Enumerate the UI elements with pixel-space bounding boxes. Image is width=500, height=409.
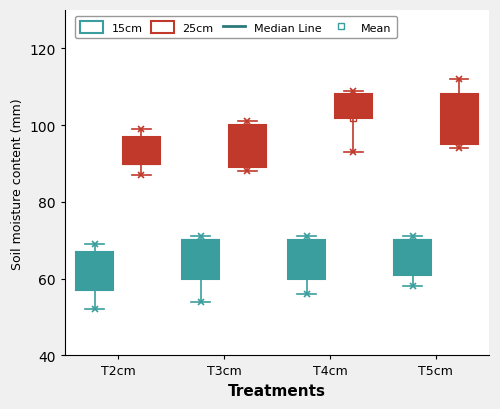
PathPatch shape — [182, 240, 219, 279]
PathPatch shape — [76, 252, 114, 290]
Y-axis label: Soil moisture content (mm): Soil moisture content (mm) — [11, 98, 24, 269]
PathPatch shape — [123, 137, 160, 164]
PathPatch shape — [394, 240, 431, 275]
PathPatch shape — [229, 126, 266, 168]
PathPatch shape — [440, 95, 478, 145]
PathPatch shape — [288, 240, 325, 279]
X-axis label: Treatments: Treatments — [228, 383, 326, 398]
Legend: 15cm, 25cm, Median Line, Mean: 15cm, 25cm, Median Line, Mean — [75, 17, 398, 39]
PathPatch shape — [334, 95, 372, 118]
